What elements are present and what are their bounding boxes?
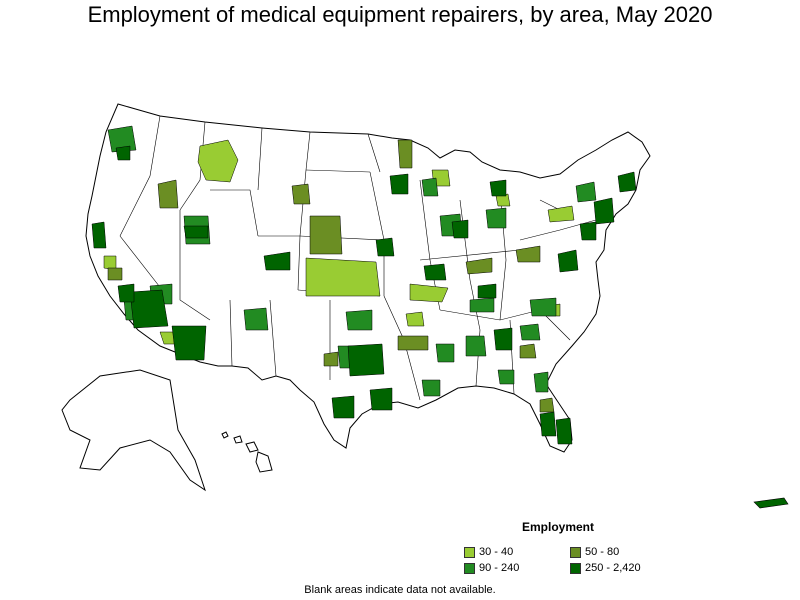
area-atlanta [493, 327, 513, 351]
area-idaho [157, 179, 179, 209]
area-ga [519, 343, 537, 359]
area-arkansas [405, 311, 425, 327]
area-kansas [305, 257, 381, 297]
puerto-rico [753, 497, 789, 509]
area-detroit [489, 179, 507, 197]
hawaii-islands [221, 431, 273, 473]
area-chicago [451, 219, 469, 239]
area-pa [547, 205, 575, 223]
map-legend: Employment 30 - 40 50 - 80 90 - 240 250 … [462, 518, 662, 578]
area-nyc [593, 197, 615, 225]
employment-areas [91, 125, 637, 445]
area-kentucky-tn [409, 283, 449, 303]
area-philly [579, 221, 597, 241]
area-ga-south [497, 369, 515, 385]
area-ny [575, 181, 597, 203]
area-phoenix [129, 289, 169, 329]
area-ne-texas [323, 351, 339, 367]
area-indiana [465, 257, 493, 275]
area-kc [375, 237, 395, 257]
area-seattle [107, 125, 137, 153]
area-mn-msp [389, 173, 409, 195]
area-la [421, 379, 441, 397]
legend-label: 250 - 2,420 [585, 562, 641, 574]
area-fl-north [533, 371, 549, 393]
legend-swatch [464, 562, 475, 574]
area-nc [529, 297, 557, 317]
alaska-outline [61, 369, 206, 492]
legend-label: 50 - 80 [585, 546, 620, 558]
area-sf [91, 221, 107, 249]
area-la-ca [117, 283, 135, 303]
area-wi [421, 177, 439, 197]
area-fl-miami [555, 417, 573, 445]
area-boston [617, 171, 637, 193]
area-ok [345, 309, 373, 331]
legend-swatch [464, 546, 475, 558]
map-title: Employment of medical equipment repairer… [87, 2, 713, 27]
area-austin [331, 395, 355, 419]
area-wyoming [291, 183, 311, 205]
legend-item: 30 - 40 [464, 546, 513, 558]
area-nashville [477, 283, 497, 299]
area-fl-tampa [539, 411, 557, 437]
area-dallas [347, 343, 385, 377]
legend-item: 50 - 80 [570, 546, 619, 558]
legend-label: 90 - 240 [479, 562, 520, 574]
legend-title: Employment [522, 520, 595, 534]
area-montana [197, 139, 239, 183]
area-ut [183, 225, 209, 239]
map-footnote: Blank areas indicate data not available. [304, 584, 496, 596]
area-fl [539, 397, 555, 413]
area-portland [115, 145, 131, 161]
area-nm [243, 307, 269, 331]
area-houston [369, 387, 393, 411]
legend-swatch [570, 546, 581, 558]
area-al [465, 335, 487, 357]
area-stlouis [423, 263, 447, 281]
legend-label: 30 - 40 [479, 546, 514, 558]
area-sc [519, 323, 541, 341]
area-missouri [397, 335, 429, 351]
area-tucson [171, 325, 207, 361]
area-nebraska [309, 215, 343, 255]
area-tn [469, 297, 495, 313]
legend-swatch [570, 562, 581, 574]
area-oh [485, 207, 507, 229]
legend-item: 250 - 2,420 [570, 562, 641, 574]
area-ms [435, 343, 455, 363]
area-dc [557, 249, 579, 273]
area-ca-north [107, 267, 123, 281]
legend-item: 90 - 240 [464, 562, 519, 574]
area-wv [515, 245, 541, 263]
area-denver [263, 251, 291, 271]
area-minnesota [397, 139, 413, 169]
